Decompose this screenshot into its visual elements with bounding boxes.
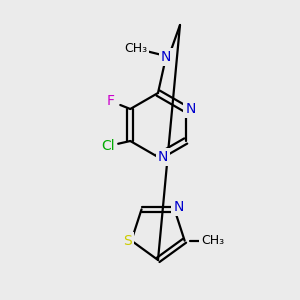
Text: N: N xyxy=(158,150,168,164)
Text: N: N xyxy=(173,200,184,214)
Text: N: N xyxy=(161,50,171,64)
Text: N: N xyxy=(185,102,196,116)
Text: CH₃: CH₃ xyxy=(201,234,224,247)
Text: F: F xyxy=(106,94,114,108)
Text: Cl: Cl xyxy=(101,139,115,153)
Text: S: S xyxy=(123,234,132,248)
Text: CH₃: CH₃ xyxy=(124,43,148,56)
